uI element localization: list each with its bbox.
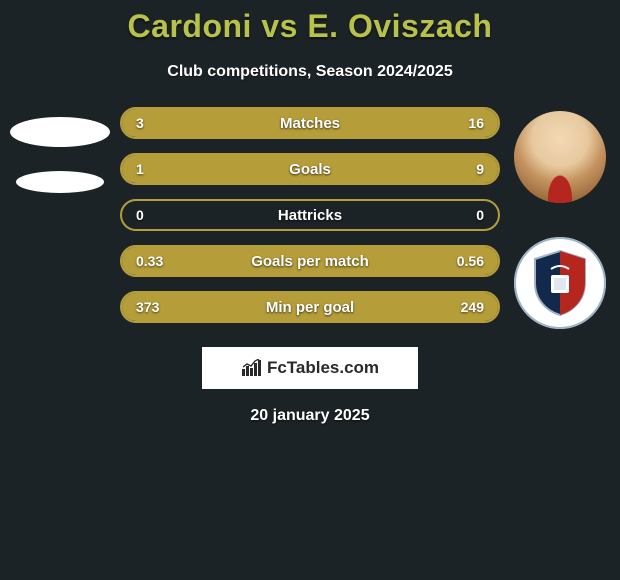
brand-box: FcTables.com xyxy=(202,347,418,389)
stat-bar: 0.33Goals per match0.56 xyxy=(120,245,500,277)
club-crest-icon xyxy=(531,249,589,317)
stat-value-right: 0 xyxy=(476,207,484,223)
stats-column: 3Matches16 1Goals9 0Hattricks0 0.33Goals pe… xyxy=(120,103,500,327)
left-player-avatar-placeholder xyxy=(10,117,110,147)
stat-bar: 3Matches16 xyxy=(120,107,500,139)
page-title: Cardoni vs E. Oviszach xyxy=(0,8,620,45)
bars-icon xyxy=(241,359,263,377)
comparison-row: 3Matches16 1Goals9 0Hattricks0 0.33Goals pe… xyxy=(0,103,620,329)
stat-value-right: 16 xyxy=(468,115,484,131)
stat-label: Hattricks xyxy=(122,207,498,224)
page-subtitle: Club competitions, Season 2024/2025 xyxy=(0,63,620,81)
stat-label: Goals xyxy=(122,161,498,178)
stat-label: Min per goal xyxy=(122,299,498,316)
stat-value-right: 249 xyxy=(461,299,484,315)
right-side-column xyxy=(500,103,620,329)
stat-value-right: 0.56 xyxy=(457,253,484,269)
stat-value-right: 9 xyxy=(476,161,484,177)
right-club-avatar xyxy=(514,237,606,329)
left-club-avatar-placeholder xyxy=(16,171,104,193)
stat-label: Matches xyxy=(122,115,498,132)
left-side-column xyxy=(0,103,120,193)
right-player-avatar xyxy=(514,111,606,203)
stat-bar: 373Min per goal249 xyxy=(120,291,500,323)
stat-bar: 1Goals9 xyxy=(120,153,500,185)
brand-label: FcTables.com xyxy=(267,358,379,378)
stat-label: Goals per match xyxy=(122,253,498,270)
stat-bar: 0Hattricks0 xyxy=(120,199,500,231)
date-label: 20 january 2025 xyxy=(0,407,620,425)
root: Cardoni vs E. Oviszach Club competitions… xyxy=(0,0,620,425)
